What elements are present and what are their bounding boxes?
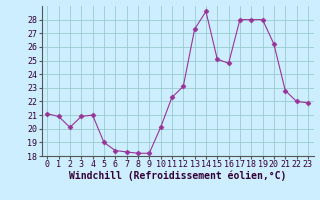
X-axis label: Windchill (Refroidissement éolien,°C): Windchill (Refroidissement éolien,°C) (69, 171, 286, 181)
